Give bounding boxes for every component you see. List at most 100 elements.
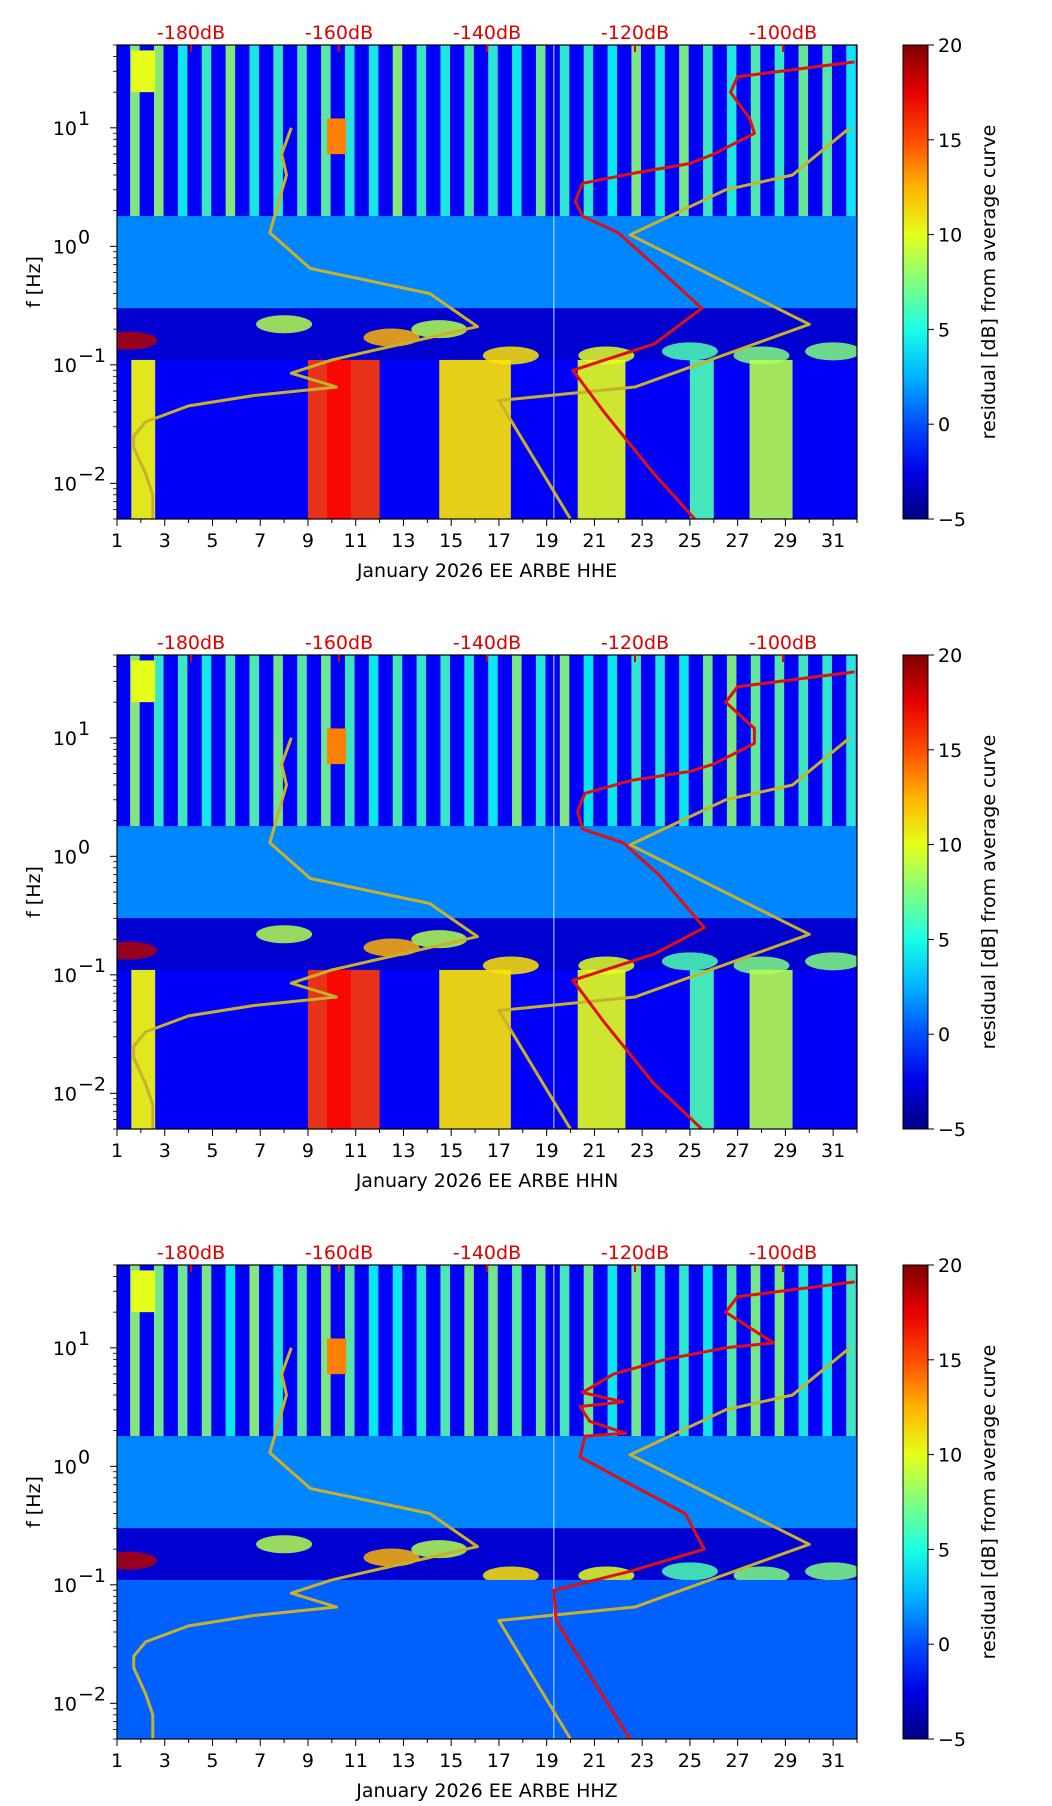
- microseism-blob: [363, 938, 420, 957]
- diurnal-stripe: [130, 1265, 140, 1437]
- diurnal-stripe: [631, 655, 641, 827]
- colorbar-gradient: [902, 44, 929, 520]
- longperiod-column: [327, 359, 351, 519]
- diurnal-stripe: [392, 45, 403, 217]
- diurnal-stripe: [559, 45, 570, 217]
- noise-hotspot: [131, 1270, 156, 1313]
- curve-nhnm: [497, 126, 851, 519]
- x-tick-label: 9: [302, 530, 314, 552]
- noise-hotspot: [327, 728, 347, 765]
- longperiod-column: [131, 969, 156, 1129]
- diurnal-stripe: [464, 655, 474, 827]
- longperiod-column: [439, 359, 511, 519]
- x-tick-label: 17: [487, 1140, 511, 1162]
- top-db-label: -180dB: [157, 1242, 225, 1264]
- diurnal-stripe: [368, 45, 379, 217]
- x-tick-label: 29: [773, 1750, 797, 1772]
- x-tick-label: 15: [439, 1750, 463, 1772]
- colorbar-tick-label: −5: [938, 1729, 966, 1751]
- curve-nlnm: [132, 737, 479, 1129]
- diurnal-stripe: [607, 655, 618, 827]
- y-tick-label: 10: [53, 846, 77, 868]
- top-db-label: -140dB: [453, 22, 521, 44]
- noise-hotspot: [327, 1338, 347, 1375]
- colorbar-tick-label: 20: [938, 645, 962, 667]
- y-tick-exponent: −1: [78, 345, 106, 367]
- x-tick-label: 1: [111, 530, 123, 552]
- x-tick-label: 7: [254, 1140, 266, 1162]
- colorbar-tick-label: 15: [938, 740, 962, 762]
- x-tick-label: 3: [159, 530, 171, 552]
- diurnal-stripe: [249, 655, 260, 827]
- x-tick-label: 21: [582, 1750, 606, 1772]
- x-tick-label: 25: [678, 1750, 702, 1772]
- top-db-label: -180dB: [157, 22, 225, 44]
- plot-area: [117, 1265, 857, 1739]
- diurnal-stripe: [583, 655, 594, 827]
- y-tick-label: 10: [53, 236, 77, 258]
- colorbar: 20 15 10 5 0 −5 residual [dB] from average cur…: [902, 645, 1000, 1141]
- y-tick-exponent: −2: [78, 1073, 106, 1095]
- diurnal-stripe: [368, 655, 379, 827]
- x-tick-label: 29: [773, 1140, 797, 1162]
- diurnal-stripe: [225, 655, 236, 827]
- x-tick-label: 25: [678, 530, 702, 552]
- colorbar-tick-label: 10: [938, 1445, 962, 1467]
- longperiod-column: [689, 359, 714, 519]
- colorbar-tick-label: 0: [938, 414, 950, 436]
- diurnal-stripe: [154, 1265, 164, 1437]
- microseism-blob: [363, 328, 420, 347]
- colorbar-tick-label: −5: [938, 1119, 966, 1141]
- colorbar-tick-label: 20: [938, 35, 962, 57]
- x-tick-label: 5: [206, 530, 218, 552]
- x-tick-label: 25: [678, 1140, 702, 1162]
- colorbar-gradient: [902, 1264, 929, 1740]
- curve-nlnm: [132, 127, 479, 519]
- y-tick-exponent: 1: [78, 1328, 90, 1350]
- y-tick-exponent: 1: [78, 718, 90, 740]
- colorbar: 20 15 10 5 0 −5 residual [dB] from average cur…: [902, 1255, 1000, 1751]
- diurnal-stripe: [846, 655, 856, 827]
- diurnal-stripe: [798, 1265, 809, 1437]
- diurnal-stripe: [798, 655, 809, 827]
- top-db-label: -120dB: [601, 1242, 669, 1264]
- longperiod-band: [117, 1579, 857, 1739]
- x-tick-label: 19: [535, 1140, 559, 1162]
- x-tick-label: 27: [726, 1140, 750, 1162]
- x-axis-label: January 2026 EE ARBE HHN: [355, 1170, 619, 1192]
- x-tick-label: 27: [726, 530, 750, 552]
- x-tick-label: 21: [582, 1140, 606, 1162]
- y-tick-label: 10: [53, 1083, 77, 1105]
- curve-station-psd: [571, 670, 855, 1129]
- diurnal-stripe: [655, 655, 665, 827]
- diurnal-stripe: [201, 1265, 212, 1437]
- diurnal-stripe: [822, 1265, 832, 1437]
- microseism-blob: [256, 1535, 313, 1554]
- colorbar-tick-label: 5: [938, 319, 950, 341]
- diurnal-stripe: [583, 1265, 594, 1437]
- diurnal-stripe: [583, 45, 594, 217]
- longperiod-column: [689, 969, 714, 1129]
- diurnal-stripe: [846, 45, 856, 217]
- microseism-blob: [117, 331, 157, 350]
- y-tick-label: 10: [53, 1575, 77, 1597]
- top-db-label: -120dB: [601, 632, 669, 654]
- diurnal-stripe: [177, 1265, 188, 1437]
- x-tick-label: 19: [535, 530, 559, 552]
- diurnal-stripe: [559, 1265, 570, 1437]
- x-tick-label: 11: [344, 1140, 368, 1162]
- colorbar-tick-label: 0: [938, 1024, 950, 1046]
- x-tick-label: 11: [344, 530, 368, 552]
- diurnal-stripe: [512, 45, 522, 217]
- x-tick-label: 1: [111, 1750, 123, 1772]
- x-tick-label: 23: [630, 1750, 654, 1772]
- diurnal-stripe: [679, 655, 689, 827]
- x-tick-label: 9: [302, 1750, 314, 1772]
- y-tick-exponent: 0: [78, 226, 90, 248]
- x-tick-label: 19: [535, 1750, 559, 1772]
- curve-nhnm: [497, 736, 851, 1129]
- diurnal-stripe: [726, 1265, 737, 1437]
